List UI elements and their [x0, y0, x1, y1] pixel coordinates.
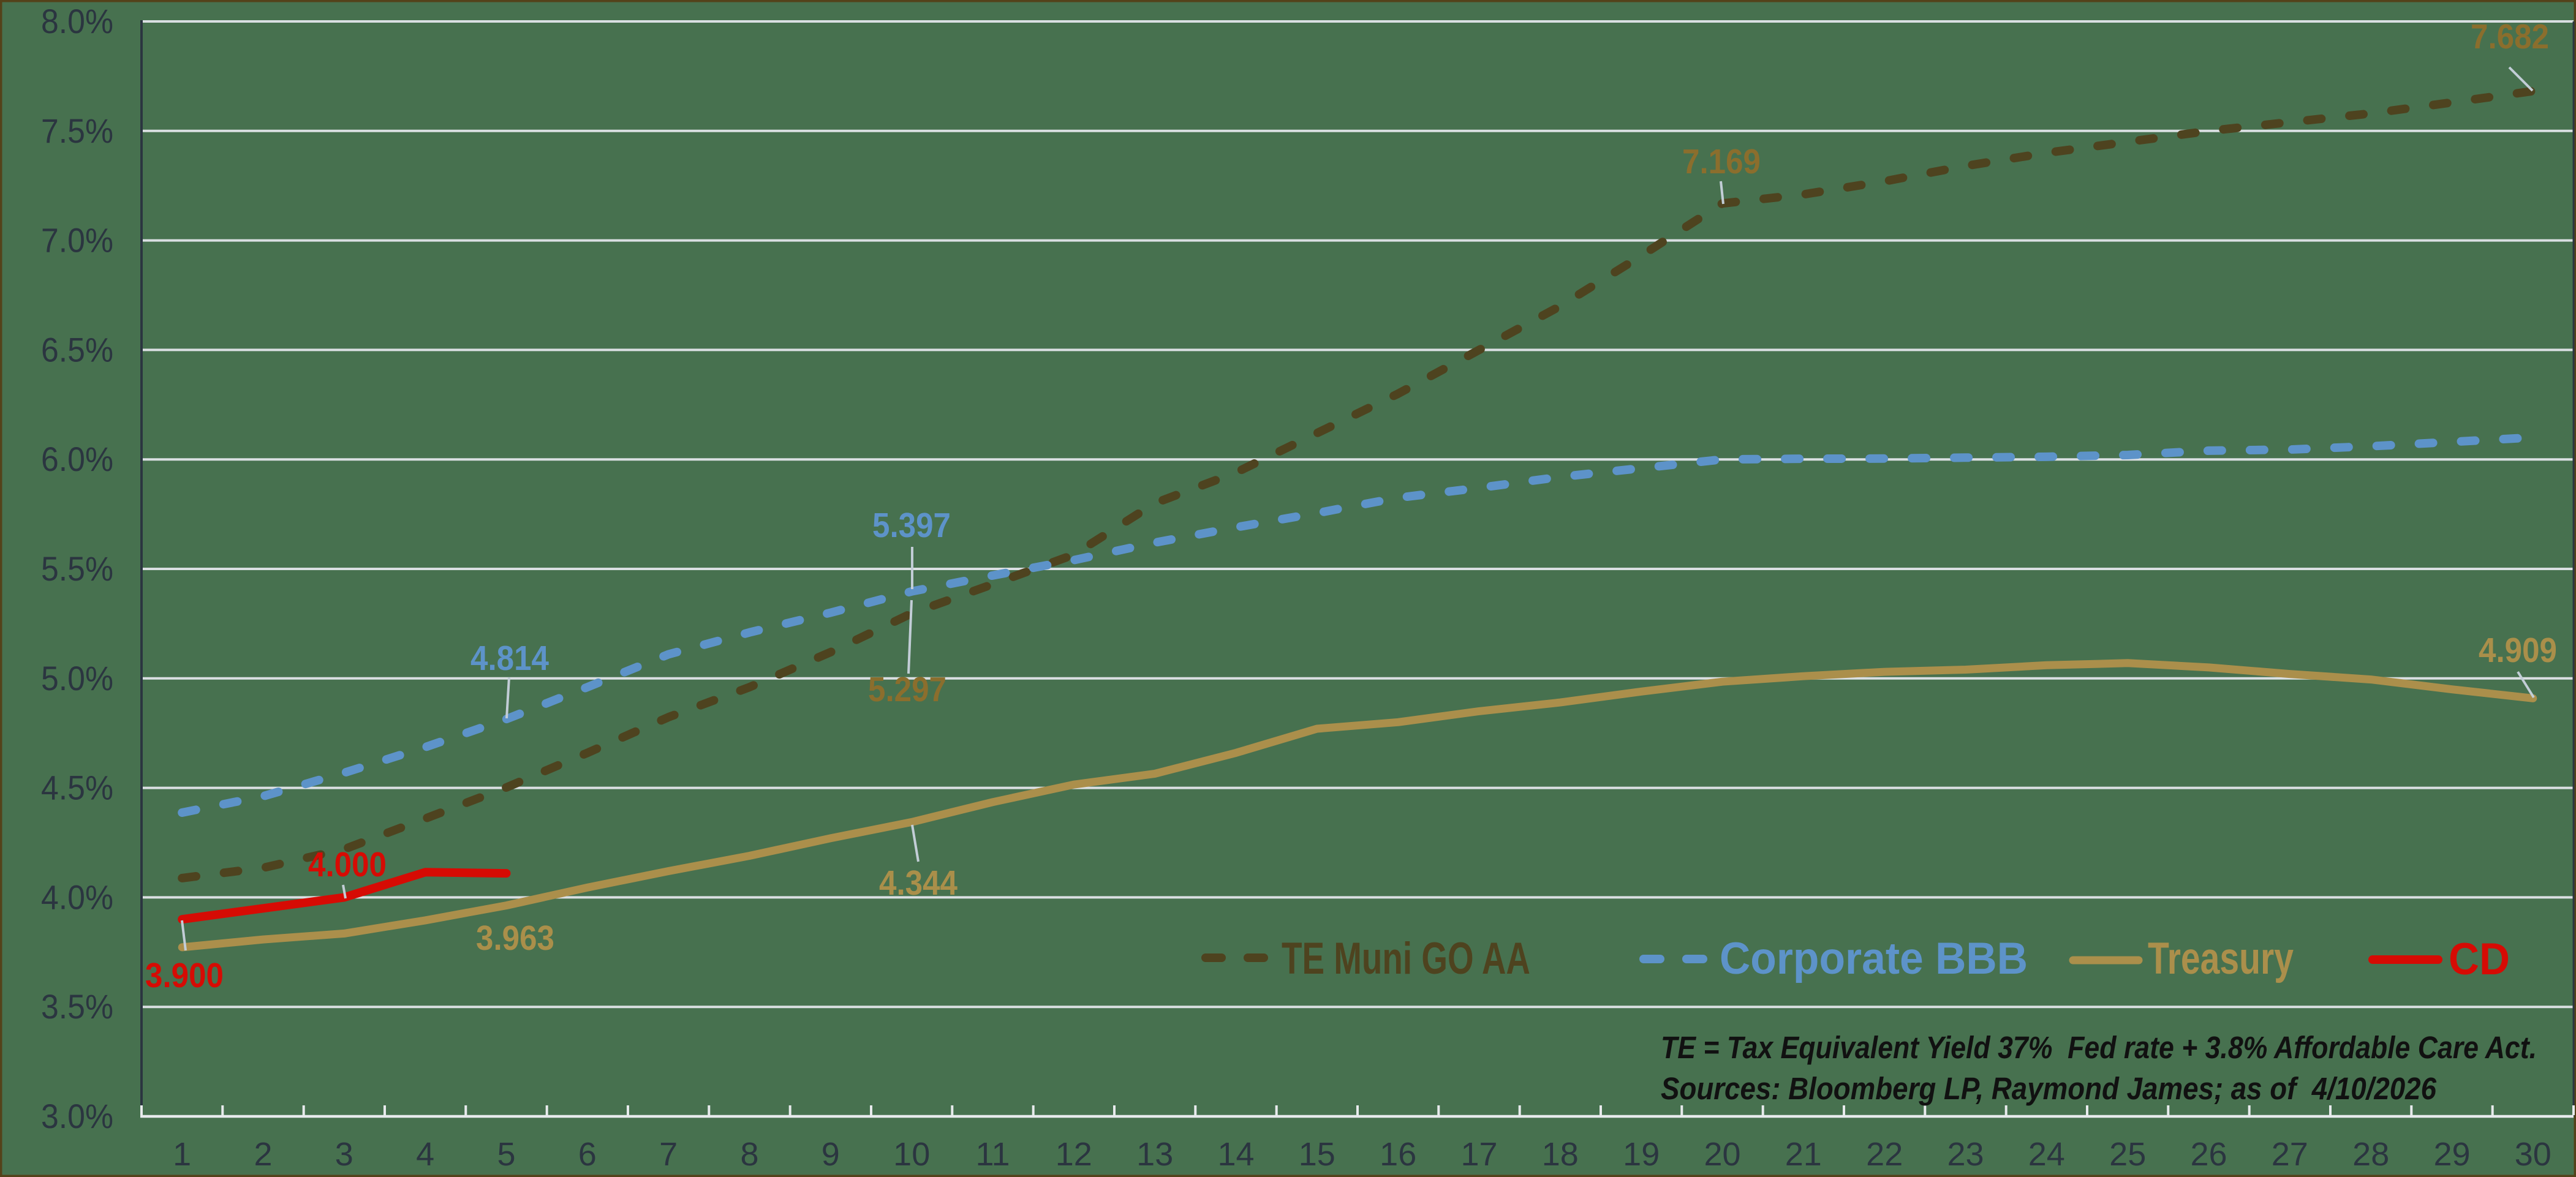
- svg-text:6.0%: 6.0%: [41, 440, 113, 478]
- svg-text:15: 15: [1299, 1136, 1335, 1173]
- svg-text:8: 8: [740, 1136, 758, 1173]
- svg-text:9: 9: [822, 1136, 840, 1173]
- svg-text:18: 18: [1542, 1136, 1579, 1173]
- svg-text:5.0%: 5.0%: [41, 659, 113, 698]
- svg-text:20: 20: [1704, 1136, 1740, 1173]
- svg-text:3.963: 3.963: [476, 919, 554, 958]
- svg-text:27: 27: [2272, 1136, 2308, 1173]
- svg-text:7.5%: 7.5%: [41, 111, 113, 150]
- svg-text:10: 10: [893, 1136, 930, 1173]
- svg-text:8.0%: 8.0%: [41, 2, 113, 40]
- svg-text:4.814: 4.814: [470, 639, 549, 678]
- svg-text:4.000: 4.000: [308, 845, 387, 884]
- svg-text:14: 14: [1217, 1136, 1254, 1173]
- svg-text:TE = Tax Equivalent Yield 37%: TE = Tax Equivalent Yield 37% Fed rate +…: [1661, 1030, 2537, 1065]
- svg-text:4.909: 4.909: [2479, 631, 2557, 670]
- svg-text:12: 12: [1056, 1136, 1092, 1173]
- svg-text:3: 3: [335, 1136, 353, 1173]
- svg-text:4.5%: 4.5%: [41, 769, 113, 807]
- svg-text:CD: CD: [2449, 934, 2510, 984]
- svg-text:4: 4: [416, 1136, 434, 1173]
- svg-text:26: 26: [2190, 1136, 2227, 1173]
- svg-text:2: 2: [254, 1136, 272, 1173]
- svg-text:11: 11: [975, 1136, 1010, 1173]
- svg-text:7: 7: [659, 1136, 678, 1173]
- svg-text:4.344: 4.344: [879, 863, 958, 903]
- svg-text:5.397: 5.397: [872, 506, 951, 545]
- svg-text:5.5%: 5.5%: [41, 549, 113, 588]
- svg-text:25: 25: [2109, 1136, 2146, 1173]
- svg-text:28: 28: [2352, 1136, 2389, 1173]
- svg-text:5: 5: [497, 1136, 515, 1173]
- svg-text:5.297: 5.297: [868, 670, 946, 709]
- svg-text:21: 21: [1785, 1136, 1822, 1173]
- svg-text:Corporate BBB: Corporate BBB: [1720, 934, 2028, 983]
- svg-text:3.0%: 3.0%: [41, 1097, 113, 1135]
- svg-text:6: 6: [578, 1136, 597, 1173]
- svg-text:6.5%: 6.5%: [41, 330, 113, 369]
- svg-text:7.169: 7.169: [1682, 142, 1761, 181]
- svg-text:22: 22: [1866, 1136, 1903, 1173]
- svg-text:Treasury: Treasury: [2148, 934, 2294, 983]
- svg-text:19: 19: [1623, 1136, 1660, 1173]
- svg-text:Sources: Bloomberg LP, Raymond: Sources: Bloomberg LP, Raymond James; as…: [1661, 1071, 2437, 1106]
- svg-text:23: 23: [1947, 1136, 1984, 1173]
- svg-text:16: 16: [1380, 1136, 1416, 1173]
- svg-text:TE Muni GO AA: TE Muni GO AA: [1282, 934, 1530, 983]
- svg-text:7.0%: 7.0%: [41, 221, 113, 260]
- svg-text:7.682: 7.682: [2471, 17, 2549, 56]
- svg-text:1: 1: [173, 1136, 191, 1173]
- svg-text:17: 17: [1460, 1136, 1497, 1173]
- svg-text:4.0%: 4.0%: [41, 878, 113, 916]
- svg-text:29: 29: [2433, 1136, 2470, 1173]
- svg-text:24: 24: [2028, 1136, 2065, 1173]
- svg-text:3.900: 3.900: [145, 956, 224, 995]
- svg-text:3.5%: 3.5%: [41, 987, 113, 1026]
- svg-text:30: 30: [2515, 1136, 2551, 1173]
- svg-text:13: 13: [1136, 1136, 1173, 1173]
